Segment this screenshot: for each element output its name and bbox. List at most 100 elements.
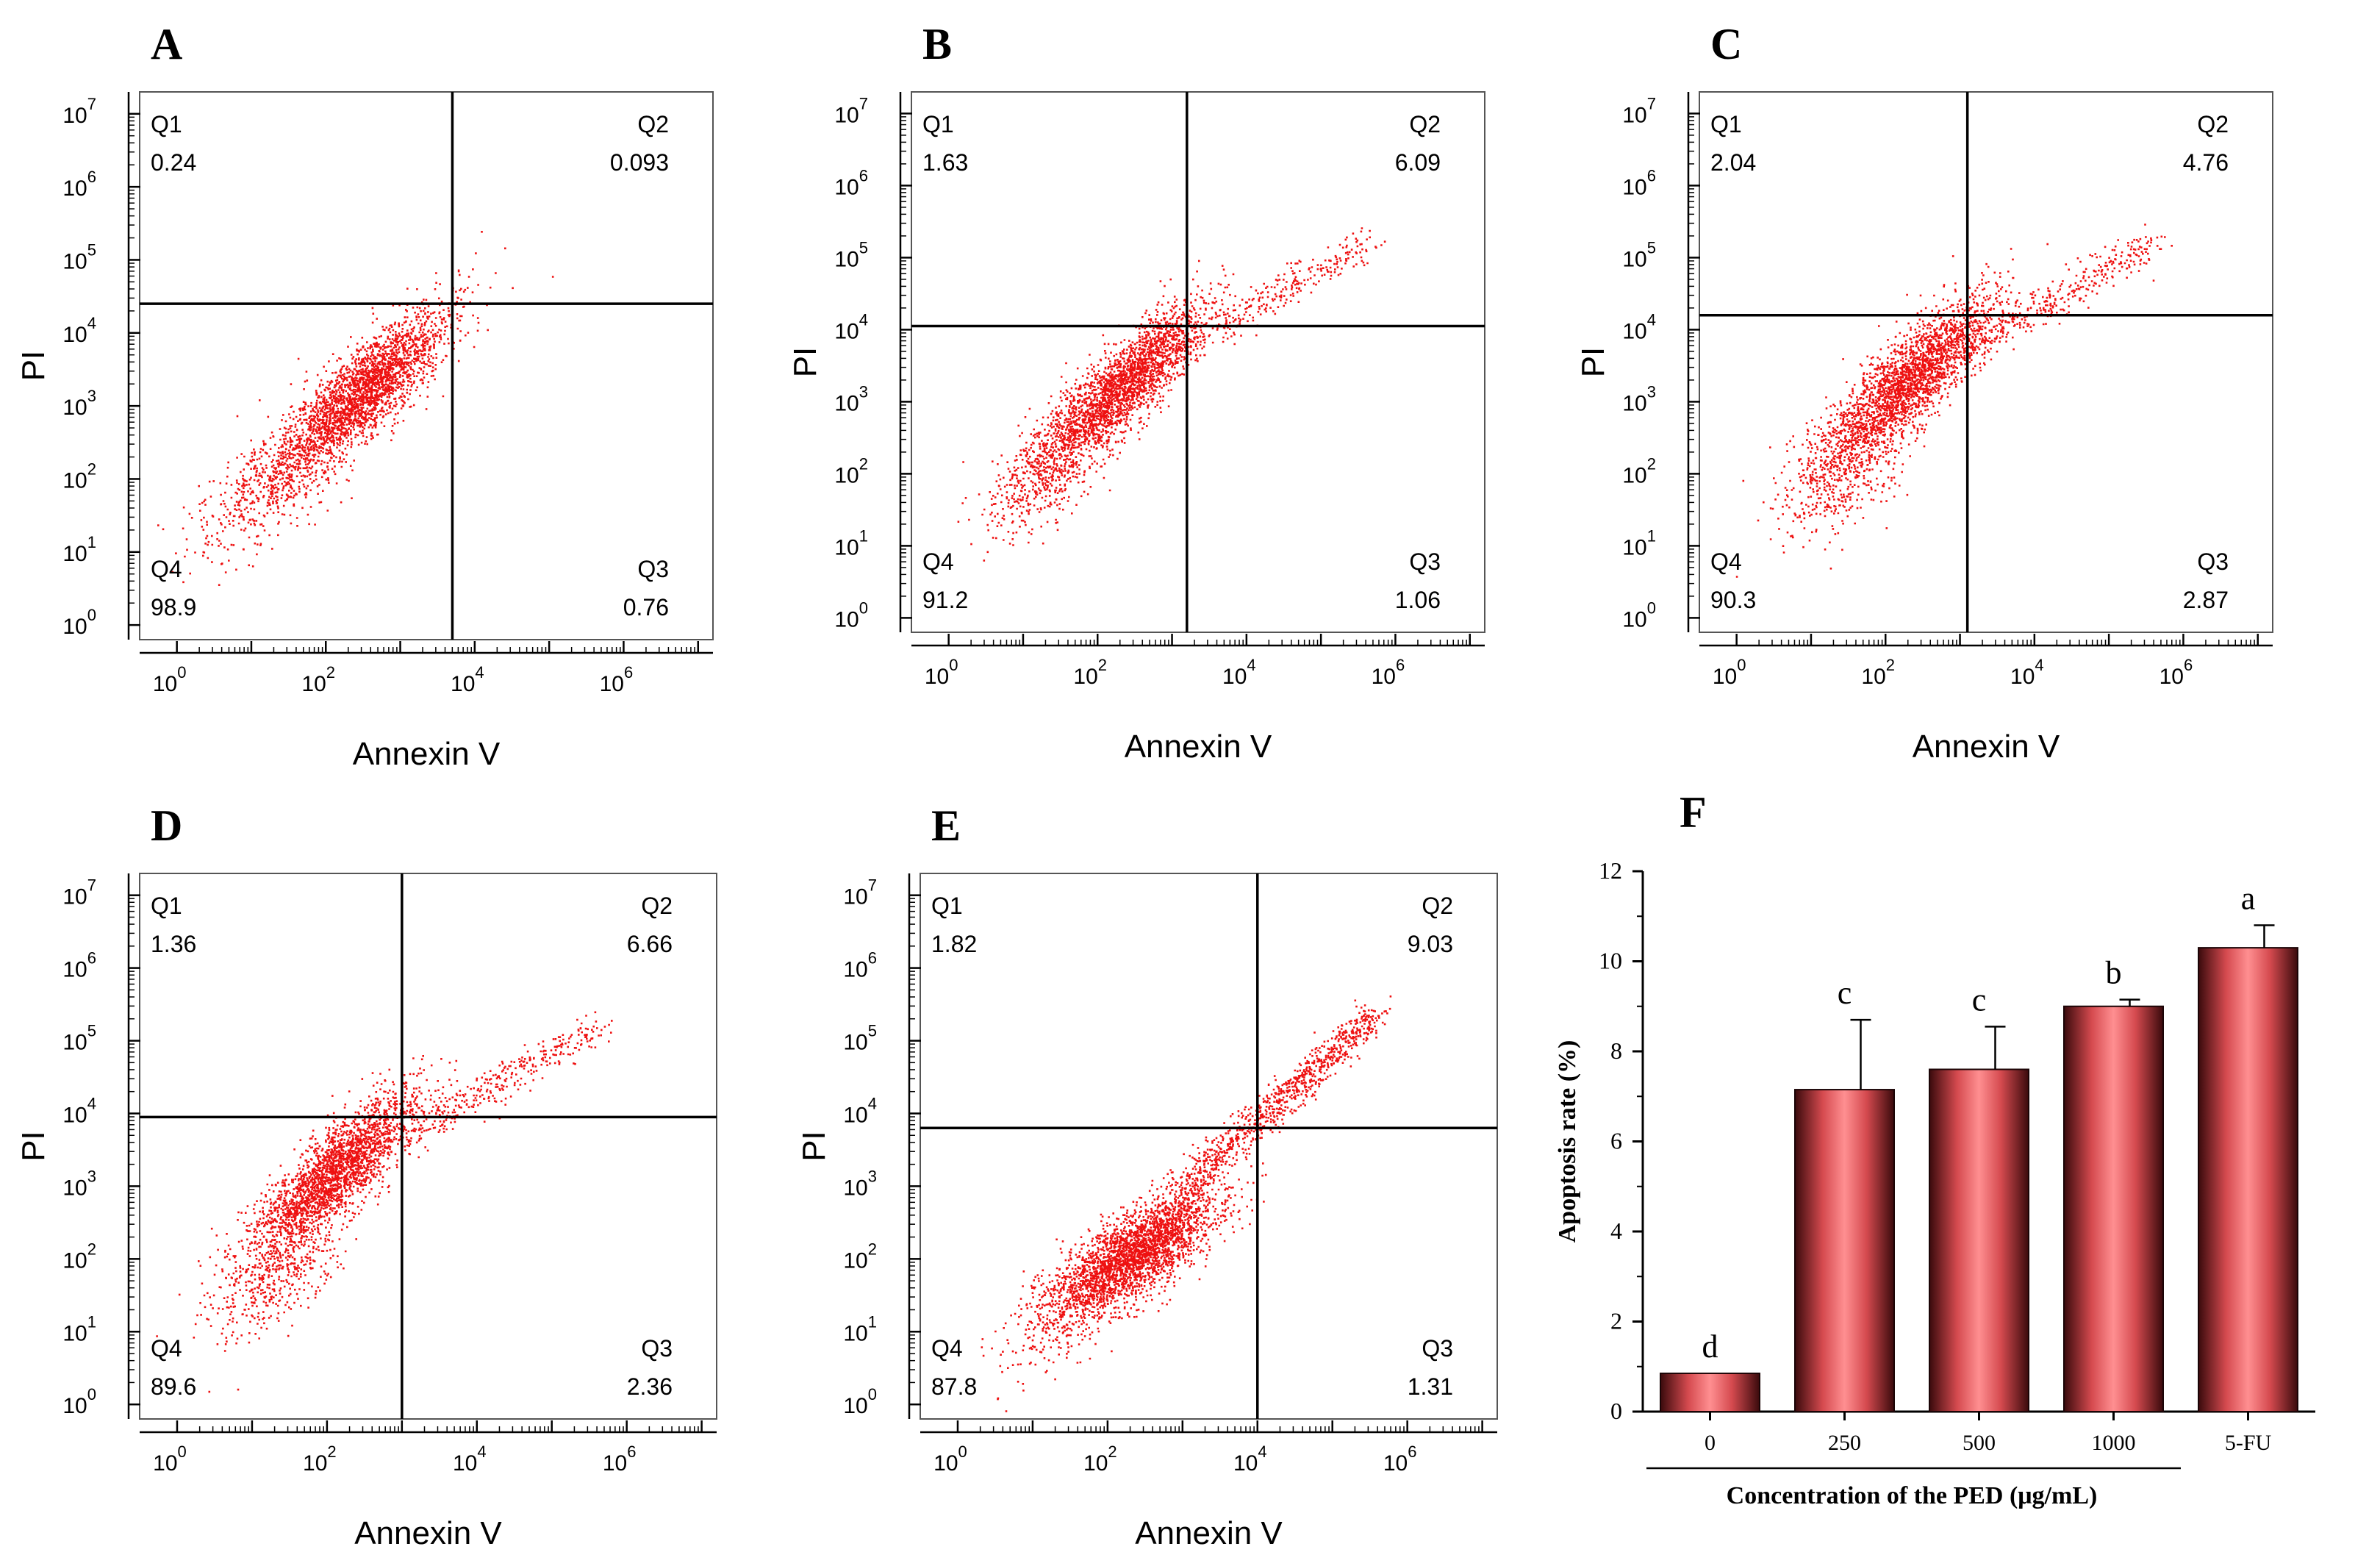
significance-letter: c [1838,975,1852,1011]
y-tick-label: 107 [62,95,96,128]
y-tick-label: 105 [62,240,96,273]
y-tick-label: 2 [1610,1308,1622,1334]
y-tick-label: 101 [62,1312,96,1345]
y-axis-label: PI [787,347,823,378]
plot-frame [911,91,1485,633]
y-tick-label: 0 [1610,1398,1622,1424]
significance-letter: d [1702,1329,1718,1365]
y-tick-label: 107 [834,94,868,127]
quadrant-value-q3: 0.76 [623,594,669,621]
x-tick-label: 104 [1233,1442,1267,1476]
error-bar [1985,1026,2006,1070]
y-tick-label: 106 [843,949,877,982]
y-tick-label: 103 [62,387,96,420]
quadrant-value-q3: 2.87 [2183,587,2229,613]
quadrant-value-q4: 91.2 [922,587,968,613]
bar-250 [1794,1089,1895,1412]
scatter-points [981,995,1392,1412]
y-tick-label: 107 [1622,94,1656,127]
y-tick-label: 104 [62,314,96,347]
event-dots [1735,224,2173,578]
quadrant-value-q1: 2.04 [1710,149,1756,176]
x-tick-label: 106 [603,1442,637,1476]
panel-letter: B [922,20,952,68]
x-tick-label: 106 [600,663,634,696]
quadrant-label-q4: Q4 [151,556,182,582]
quadrant-label-q1: Q1 [931,893,963,919]
bar-500 [1929,1068,2029,1412]
quadrant-label-q2: Q2 [641,893,673,919]
quadrant-value-q4: 87.8 [931,1373,977,1400]
x-tick-label: 106 [1372,656,1405,689]
x-tick-label: 102 [1073,656,1107,689]
y-tick-label: 102 [62,1240,96,1273]
panel-letter: E [931,801,961,850]
y-axis-label: PI [796,1131,832,1162]
y-tick-label: 105 [834,238,868,271]
y-tick-label: 105 [62,1022,96,1055]
quadrant-value-q3: 1.31 [1408,1373,1453,1400]
y-tick-label: 103 [843,1167,877,1200]
bar-1000 [2063,1005,2164,1412]
x-axis-label: Annexin V [354,1515,502,1551]
y-axis-label: PI [15,351,51,382]
quadrant-value-q2: 6.09 [1395,149,1441,176]
error-bar [1850,1018,1871,1090]
y-tick-label: 106 [1622,166,1656,199]
quadrant-value-q1: 1.36 [151,931,196,957]
y-tick-label: 107 [843,876,877,909]
quadrant-value-q2: 0.093 [610,149,669,176]
quadrant-label-q4: Q4 [151,1335,182,1362]
y-tick-label: 105 [843,1022,877,1055]
quadrant-label-q2: Q2 [2197,111,2229,137]
y-tick-label: 106 [62,949,96,982]
scatter-points [1735,224,2173,578]
quadrant-label-q3: Q3 [1422,1335,1453,1362]
quadrant-label-q4: Q4 [922,548,954,575]
y-tick-label: 103 [62,1167,96,1200]
scatter-points [157,231,554,586]
event-dots [981,995,1392,1412]
x-tick-label: 500 [1963,1431,1996,1455]
event-dots [157,231,554,586]
panel-letter: A [151,20,182,68]
y-tick-label: 103 [834,382,868,415]
x-tick-label: 104 [451,663,484,696]
quadrant-value-q4: 98.9 [151,594,196,621]
quadrant-label-q1: Q1 [151,111,182,137]
x-tick-label: 0 [1705,1431,1716,1455]
significance-letter: a [2241,881,2256,917]
plot-frame [139,91,714,640]
x-axis-label: Annexin V [1125,729,1272,765]
y-tick-label: 104 [62,1094,96,1127]
y-tick-label: 102 [62,460,96,493]
quadrant-value-q2: 4.76 [2183,149,2229,176]
flow-panel-e: E Q1 1.82 Q2 9.03 Q4 87.8 Q3 1.31 100 102 104 106 Ann… [796,801,1498,1551]
y-tick-label: 12 [1599,857,1622,884]
quadrant-label-q3: Q3 [1409,548,1441,575]
panel-letter: C [1710,20,1742,68]
quadrant-label-q3: Q3 [2197,548,2229,575]
y-axis-label: PI [15,1131,51,1162]
bar-chart-panel: F 0 2 4 6 8 10 12 Apoptosis rate (%) d 0 c 250 c 500 b 1… [1554,788,2315,1509]
event-dots [156,1011,613,1393]
x-tick-label: 102 [301,663,335,696]
x-axis-label: Concentration of the PED (μg/mL) [1727,1482,2098,1509]
quadrant-value-q3: 1.06 [1395,587,1441,613]
quadrant-label-q1: Q1 [1710,111,1742,137]
y-tick-label: 104 [834,310,868,343]
x-tick-label: 106 [2159,656,2193,689]
y-tick-label: 8 [1610,1037,1622,1064]
error-bar [2254,924,2275,948]
quadrant-value-q1: 1.82 [931,931,977,957]
quadrant-label-q2: Q2 [637,111,669,137]
quadrant-value-q4: 89.6 [151,1373,196,1400]
significance-letter: b [2106,955,2122,991]
quadrant-label-q1: Q1 [151,893,182,919]
x-axis-label: Annexin V [353,736,501,772]
bar-5-fu [2198,947,2298,1412]
flow-panel-c: C Q1 2.04 Q2 4.76 Q4 90.3 Q3 2.87 100 102 104 106 Ann… [1575,20,2273,765]
quadrant-value-q3: 2.36 [627,1373,673,1400]
y-tick-label: 100 [62,606,96,639]
